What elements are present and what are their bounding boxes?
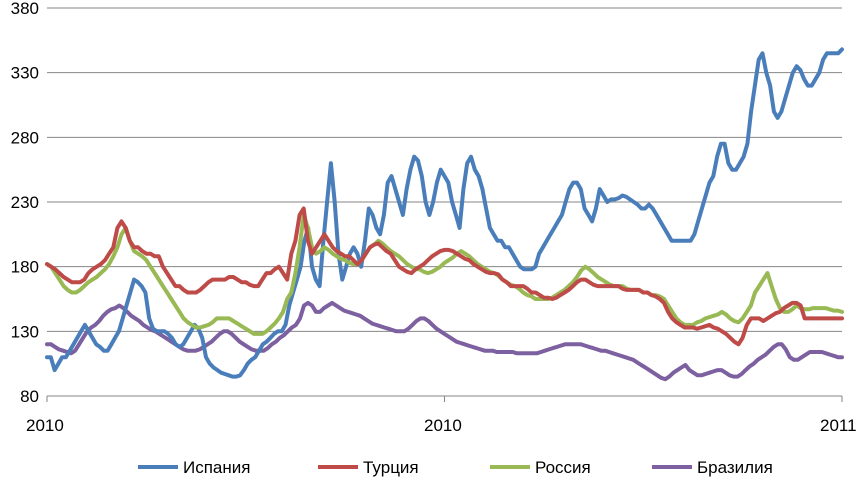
y-tick-label: 80	[20, 387, 39, 406]
gridlines	[47, 7, 842, 332]
legend-label: Испания	[183, 458, 250, 477]
x-axis-tick-labels: 2010 2010 2011	[26, 416, 857, 435]
y-tick-label: 130	[11, 322, 39, 341]
legend-label: Турция	[363, 458, 419, 477]
legend-label: Бразилия	[697, 458, 773, 477]
series-line-2	[45, 212, 844, 336]
series-line-1	[45, 206, 844, 347]
y-axis-tick-labels: 80 130 180 230 280 330 380	[11, 0, 39, 406]
y-tick-label: 180	[11, 258, 39, 277]
y-tick-label: 230	[11, 193, 39, 212]
y-tick-label: 380	[11, 0, 39, 18]
y-tick-label: 280	[11, 128, 39, 147]
x-axis-ticks	[46, 396, 843, 402]
x-tick-label: 2010	[424, 416, 462, 435]
series-line-0	[45, 47, 844, 379]
legend: Испания Турция Россия Бразилия	[138, 458, 773, 477]
x-tick-label: 2010	[26, 416, 64, 435]
x-tick-label: 2011	[820, 416, 857, 435]
series-lines	[45, 47, 844, 382]
legend-label: Россия	[535, 458, 591, 477]
y-tick-label: 330	[11, 64, 39, 83]
